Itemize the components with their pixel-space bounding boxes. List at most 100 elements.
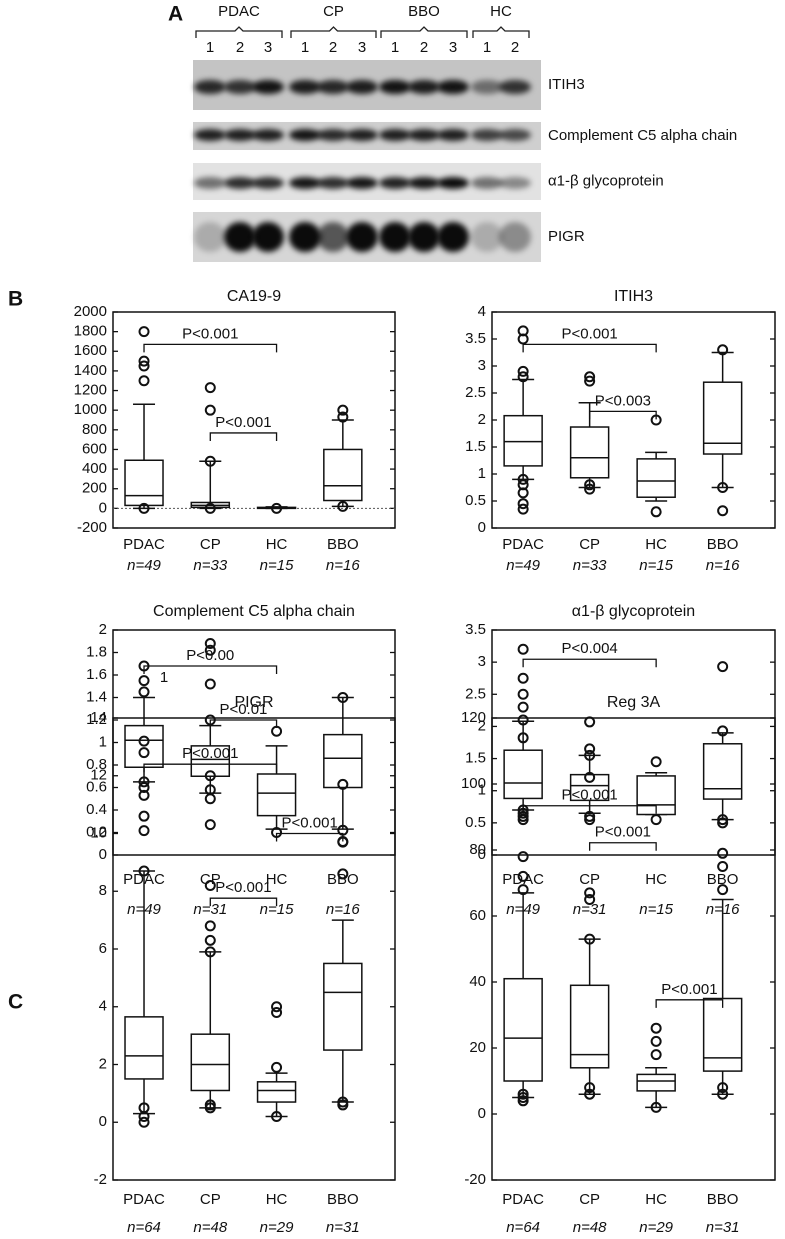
outlier: [517, 884, 529, 896]
outlier: [204, 644, 216, 656]
outlier: [204, 770, 216, 782]
outlier: [650, 1101, 662, 1113]
x-tick-label: HC: [266, 536, 288, 553]
outlier: [517, 672, 529, 684]
outlier: [584, 810, 596, 822]
outlier: [584, 894, 596, 905]
p-value: P<0.001: [282, 814, 338, 831]
y-tick-label: 1.2: [86, 711, 107, 728]
p-value: P<0.001: [182, 745, 238, 762]
outlier: [584, 771, 596, 783]
outlier: [337, 868, 349, 880]
blot-band: [317, 80, 349, 94]
outlier: [204, 638, 216, 649]
outlier: [204, 455, 216, 467]
y-tick-label: 0: [99, 499, 107, 516]
n-label: n=31: [706, 1219, 740, 1236]
group-label: BBO: [408, 3, 440, 20]
blot-band: [471, 177, 503, 189]
outlier: [204, 382, 216, 394]
box: [569, 773, 610, 802]
outlier: [138, 747, 150, 759]
blot-band: [224, 222, 256, 252]
blot-band: [379, 129, 411, 141]
chart-title: PIGR: [234, 694, 273, 711]
outlier: [517, 643, 529, 655]
blot-band: [252, 177, 284, 189]
panel-label: C: [8, 991, 23, 1014]
group-bracket: [290, 26, 377, 38]
y-tick-label: 0.8: [86, 756, 107, 773]
x-tick-label: BBO: [707, 871, 739, 888]
y-tick-label: 6: [99, 940, 107, 957]
outlier: [337, 1099, 349, 1111]
outlier: [584, 1088, 596, 1100]
y-tick-label: 200: [82, 480, 107, 497]
panel-label: B: [8, 288, 23, 311]
n-label: n=48: [193, 1219, 227, 1236]
y-tick-label: 0: [99, 846, 107, 863]
blot-band: [194, 177, 226, 189]
y-tick-label: 2: [99, 621, 107, 638]
p-value: P<0.001: [561, 325, 617, 342]
box: [256, 1081, 297, 1103]
box: [503, 749, 543, 800]
y-tick-label: 120: [461, 709, 486, 726]
outlier: [204, 404, 216, 416]
box: [124, 459, 164, 507]
blot-band: [252, 222, 284, 252]
blot-band: [346, 222, 378, 252]
blot-band: [408, 177, 440, 189]
outlier: [650, 506, 662, 518]
outlier: [138, 675, 150, 687]
blot-band: [499, 177, 531, 189]
n-label: n=49: [506, 557, 540, 574]
y-tick-label: 8: [99, 882, 107, 899]
p-value: P<0.003: [595, 392, 651, 409]
outlier: [138, 825, 150, 837]
outlier: [138, 686, 150, 698]
x-tick-label: HC: [645, 1191, 667, 1208]
y-tick-label: 2: [99, 1055, 107, 1072]
y-tick-label: 0: [99, 1113, 107, 1130]
outlier: [717, 344, 729, 356]
blot-band: [317, 177, 349, 189]
y-tick-label: 800: [82, 421, 107, 438]
significance-bracket: [209, 432, 278, 441]
blot-band: [289, 80, 321, 94]
y-tick-label: 1.6: [86, 666, 107, 683]
outlier: [717, 884, 729, 896]
blot-band: [437, 177, 469, 189]
blot-row-label: α1-β glycoprotein: [548, 172, 664, 189]
blot-band: [437, 80, 469, 94]
box: [124, 1016, 164, 1080]
significance-bracket: [275, 832, 344, 842]
y-tick-label: 3: [478, 653, 486, 670]
box: [503, 977, 543, 1082]
chart-title: CA19-9: [227, 288, 281, 305]
outlier: [517, 814, 529, 826]
y-tick-label: 12: [90, 767, 107, 784]
y-tick-label: 0: [478, 519, 486, 536]
blot-band: [289, 177, 321, 189]
y-tick-label: 1.5: [465, 750, 486, 767]
lane-label: 1: [391, 39, 399, 56]
outlier: [271, 502, 283, 514]
blot-band: [346, 129, 378, 141]
chart-title: Complement C5 alpha chain: [153, 603, 355, 620]
outlier: [584, 933, 596, 945]
significance-bracket: [209, 897, 278, 907]
x-tick-label: CP: [579, 536, 600, 553]
outlier: [138, 1116, 150, 1128]
y-tick-label: 3.5: [465, 621, 486, 638]
box: [256, 773, 297, 817]
lane-label: 2: [236, 39, 244, 56]
p-value: P<0.001: [182, 325, 238, 342]
p-value: P<0.01: [219, 701, 267, 718]
lane-label: 1: [301, 39, 309, 56]
n-label: n=15: [260, 901, 294, 918]
y-tick-label: 1: [478, 465, 486, 482]
significance-bracket: [522, 658, 657, 668]
y-tick-label: 1: [478, 782, 486, 799]
p-value: 1: [160, 669, 168, 686]
